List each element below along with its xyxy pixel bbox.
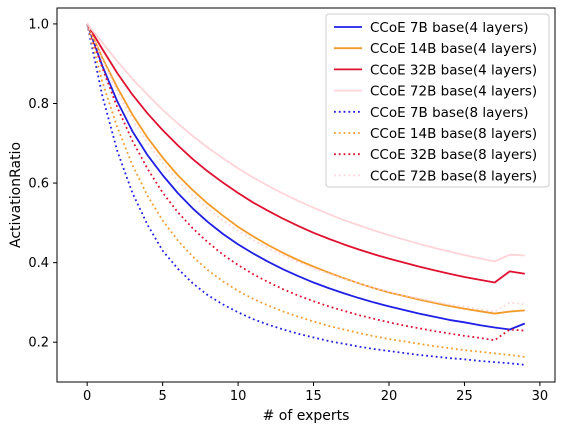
legend-entry: CCoE 14B base(4 layers) (370, 41, 537, 57)
legend-box (325, 13, 550, 188)
y-tick-label: 0.6 (28, 177, 49, 192)
series-line (86, 23, 525, 315)
x-tick-label: 5 (158, 389, 166, 404)
legend-entry: CCoE 72B base(4 layers) (370, 84, 537, 100)
legend-entry: CCoE 7B base(8 layers) (370, 105, 529, 121)
legend-entry: CCoE 14B base(8 layers) (370, 126, 537, 142)
series-line (86, 23, 525, 358)
y-tick-label: 0.2 (28, 336, 49, 351)
series-line (86, 23, 525, 313)
x-tick-label: 20 (381, 389, 398, 404)
x-tick-label: 0 (83, 389, 91, 404)
x-tick-label: 10 (230, 389, 247, 404)
y-tick-label: 0.4 (28, 256, 49, 271)
x-axis-label: # of experts (263, 408, 350, 424)
y-axis: 0.2 0.4 0.6 0.8 1.0 (28, 17, 57, 351)
y-tick-label: 1.0 (28, 17, 49, 32)
axes-frame (56, 7, 556, 383)
y-axis-label: ActivationRatio (8, 142, 24, 248)
plot-area (86, 23, 526, 366)
x-axis: 0 5 10 15 20 25 30 (83, 382, 548, 404)
y-tick-label: 0.8 (28, 97, 49, 112)
legend-entry: CCoE 32B base(4 layers) (370, 62, 537, 78)
series-line (86, 23, 525, 284)
x-tick-label: 25 (456, 389, 473, 404)
legend-entry: CCoE 32B base(8 layers) (370, 147, 537, 163)
series-line (86, 23, 525, 263)
series-line (86, 23, 525, 366)
x-tick-label: 15 (305, 389, 322, 404)
legend-entry: CCoE 72B base(8 layers) (370, 168, 537, 184)
x-tick-label: 30 (532, 389, 549, 404)
series-line (86, 23, 525, 342)
legend-entry: CCoE 7B base(4 layers) (370, 20, 529, 36)
series-line (86, 23, 526, 331)
legend: CCoE 7B base(4 layers) CCoE 14B base(4 la… (325, 13, 550, 188)
